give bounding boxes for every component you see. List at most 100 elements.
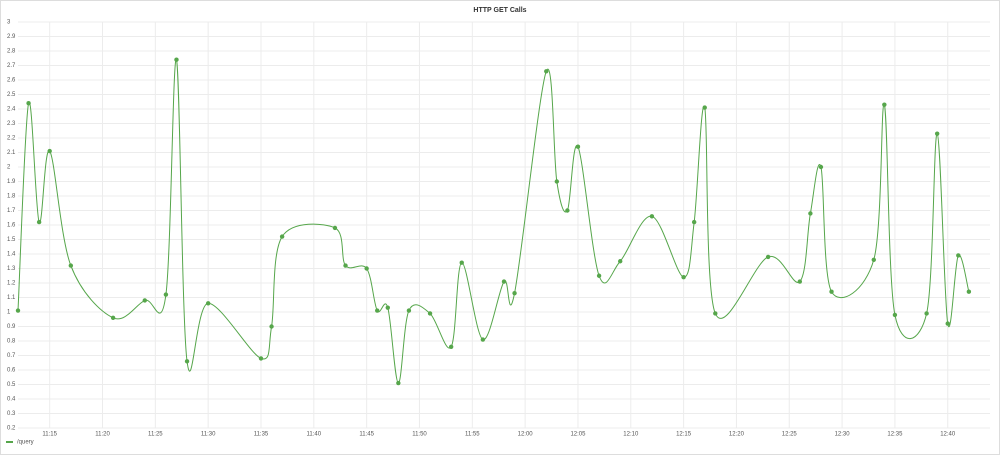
data-point — [427, 311, 433, 316]
y-tick-label: 1.1 — [7, 295, 16, 301]
y-tick-label: 2.8 — [7, 49, 16, 55]
x-tick-label: 12:35 — [887, 432, 903, 438]
y-tick-label: 0.6 — [7, 368, 16, 374]
data-point — [396, 380, 401, 386]
x-tick-label: 12:10 — [623, 432, 639, 438]
y-tick-label: 2.6 — [7, 78, 16, 84]
y-tick-label: 0.9 — [7, 324, 16, 330]
data-point — [808, 211, 813, 216]
data-point — [269, 324, 274, 329]
y-tick-label: 1.7 — [7, 208, 16, 214]
data-point — [544, 69, 549, 74]
y-tick-label: 0.2 — [7, 426, 16, 432]
y-tick-label: 0.5 — [7, 382, 16, 388]
data-point — [649, 214, 655, 219]
data-point — [501, 279, 507, 284]
data-point — [332, 225, 338, 231]
y-tick-label: 1.6 — [7, 223, 16, 229]
data-point — [882, 102, 887, 107]
data-point — [480, 337, 486, 342]
x-tick-label: 12:15 — [676, 432, 692, 438]
data-point — [68, 263, 74, 268]
data-point — [459, 260, 464, 265]
y-tick-label: 2.1 — [7, 150, 16, 156]
x-tick-label: 12:00 — [518, 432, 534, 438]
data-point — [565, 208, 570, 213]
data-point — [406, 308, 412, 313]
data-point — [26, 101, 31, 106]
x-tick-label: 11:40 — [307, 432, 322, 438]
x-tick-label: 11:45 — [359, 432, 374, 438]
x-tick-label: 11:30 — [201, 432, 216, 438]
y-tick-label: 2.5 — [7, 92, 16, 98]
data-point — [945, 321, 950, 326]
y-tick-label: 2.3 — [7, 121, 16, 127]
data-point — [797, 279, 803, 284]
chart-title: HTTP GET Calls — [473, 7, 526, 14]
data-point — [343, 263, 348, 268]
x-tick-label: 11:25 — [148, 432, 163, 438]
y-tick-label: 3 — [7, 20, 11, 26]
y-tick-label: 0.7 — [7, 353, 16, 359]
series-line — [17, 59, 970, 384]
data-point — [15, 308, 21, 313]
data-point — [966, 289, 972, 294]
data-point — [512, 290, 517, 296]
y-tick-label: 1.9 — [7, 179, 16, 185]
data-point — [713, 311, 718, 316]
data-point — [110, 315, 116, 320]
x-tick-label: 11:15 — [42, 432, 57, 438]
y-tick-label: 2.9 — [7, 34, 16, 40]
data-point — [448, 344, 454, 349]
data-point — [934, 131, 940, 136]
x-tick-label: 12:40 — [940, 432, 956, 438]
y-tick-label: 1.8 — [7, 194, 16, 200]
data-point — [364, 266, 369, 271]
y-tick-label: 1.4 — [7, 252, 16, 258]
x-tick-label: 11:55 — [465, 432, 480, 438]
data-point — [258, 356, 264, 361]
data-point — [924, 311, 929, 316]
y-tick-label: 2.7 — [7, 63, 16, 69]
y-tick-label: 2.4 — [7, 107, 16, 113]
data-point — [575, 144, 581, 149]
data-point — [829, 289, 834, 294]
x-tick-label: 12:30 — [835, 432, 851, 438]
x-tick-label: 12:05 — [570, 432, 586, 438]
data-point — [871, 257, 876, 262]
data-point — [47, 148, 52, 154]
y-tick-label: 1 — [7, 310, 11, 316]
data-point — [385, 305, 390, 310]
data-point — [691, 219, 697, 225]
data-point — [36, 219, 42, 225]
data-point — [702, 105, 707, 110]
data-point — [818, 164, 824, 170]
data-point — [375, 308, 380, 313]
y-tick-label: 1.2 — [7, 281, 16, 287]
x-tick-label: 11:35 — [254, 432, 269, 438]
data-point — [618, 259, 623, 264]
data-point — [596, 273, 602, 278]
data-point — [554, 179, 560, 184]
data-point — [163, 292, 169, 297]
data-point — [681, 275, 686, 280]
data-point — [174, 57, 179, 62]
data-point — [142, 298, 147, 303]
y-tick-label: 0.8 — [7, 339, 16, 345]
y-tick-label: 0.4 — [7, 397, 16, 403]
y-tick-label: 2.2 — [7, 136, 16, 142]
x-tick-label: 12:20 — [729, 432, 745, 438]
y-tick-label: 1.5 — [7, 237, 16, 243]
data-point — [956, 253, 961, 258]
data-point — [765, 254, 771, 260]
x-tick-label: 11:50 — [412, 432, 427, 438]
x-tick-label: 12:25 — [782, 432, 798, 438]
data-point — [892, 312, 898, 318]
y-tick-label: 2 — [7, 165, 11, 171]
y-tick-label: 1.3 — [7, 266, 16, 272]
legend-label[interactable]: /query — [17, 440, 34, 446]
y-tick-label: 0.3 — [7, 411, 16, 417]
data-point — [184, 359, 190, 364]
